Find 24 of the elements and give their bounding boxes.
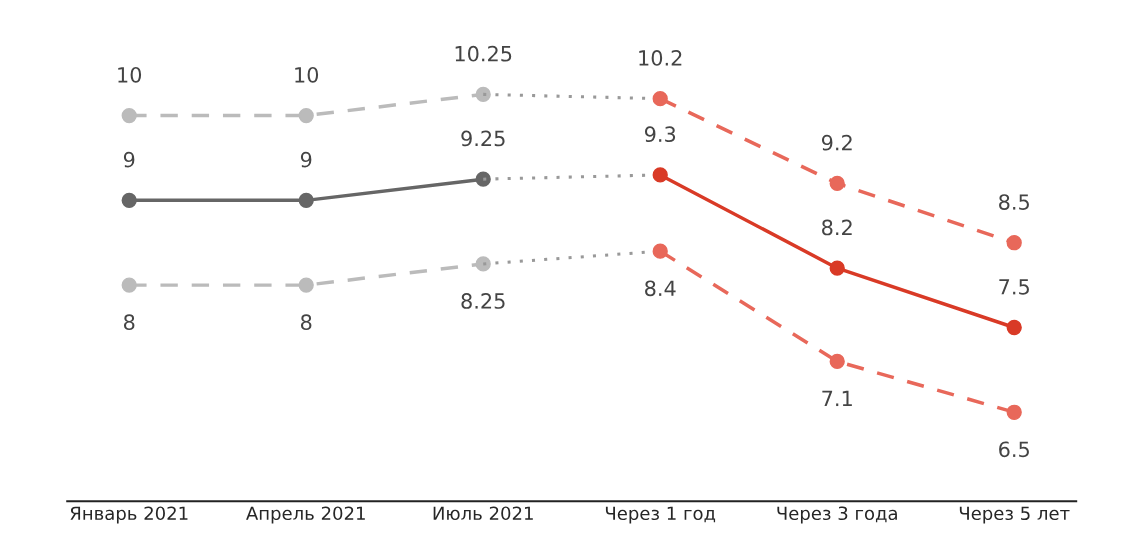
data-label: 10.25 <box>455 45 512 62</box>
data-label: 8 <box>124 314 135 331</box>
x-tick-label: Июль 2021 <box>433 506 533 521</box>
data-label: 10 <box>295 66 319 83</box>
x-tick-label: Через 1 год <box>605 506 716 524</box>
data-label: 9.2 <box>821 134 852 151</box>
data-label: 7.1 <box>822 390 852 407</box>
data-label: 10.2 <box>639 50 682 66</box>
data-label: 10 <box>118 66 142 83</box>
data-label: 9.3 <box>644 126 676 143</box>
data-label: 8.5 <box>999 194 1029 210</box>
data-label: 9 <box>300 151 312 168</box>
data-label: 7.5 <box>999 279 1029 295</box>
x-tick-label: Через 5 лет <box>959 506 1070 524</box>
data-label: 8.4 <box>645 280 676 297</box>
data-label: 9.25 <box>461 130 505 147</box>
data-label: 9 <box>123 151 135 168</box>
data-label: 6.5 <box>999 441 1029 458</box>
data-label: 8 <box>301 314 312 331</box>
x-tick-label: Январь 2021 <box>70 506 188 524</box>
data-label: 8.25 <box>461 293 505 309</box>
x-tick-label: Через 3 года <box>777 506 897 524</box>
data-label: 8.2 <box>822 219 852 236</box>
x-tick-label: Апрель 2021 <box>246 506 365 524</box>
